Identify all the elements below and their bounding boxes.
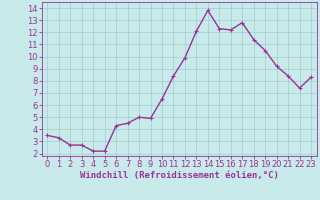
X-axis label: Windchill (Refroidissement éolien,°C): Windchill (Refroidissement éolien,°C) — [80, 171, 279, 180]
